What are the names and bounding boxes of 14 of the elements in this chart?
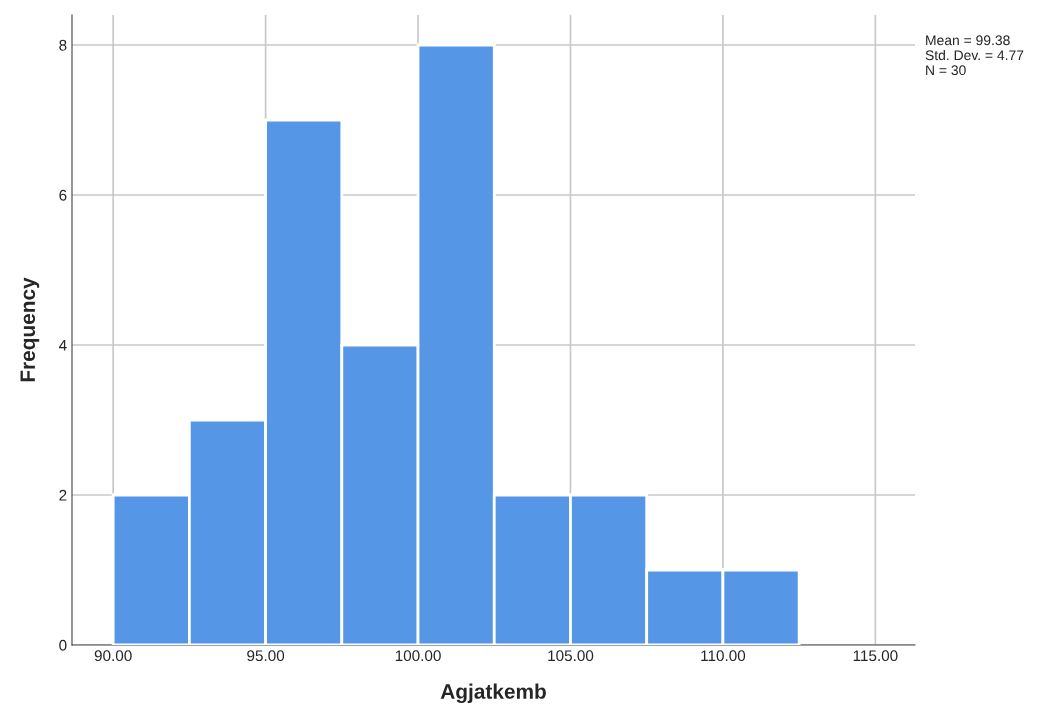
x-tick-label: 100.00 [395,650,441,662]
y-tick-label: 2 [59,489,67,501]
x-tick-label: 95.00 [247,650,285,662]
y-tick-label: 4 [58,340,67,351]
x-tick-label: 105.00 [548,650,594,662]
x-tick-label: 110.00 [701,650,746,662]
y-axis-title: Frequency [20,277,40,382]
y-tick-label: 0 [59,639,67,651]
x-tick-label: 90.00 [94,650,132,662]
y-tick-label: 8 [59,39,67,51]
y-tick-label: 6 [59,189,67,201]
x-axis-title: Agjatkemb [440,683,546,704]
x-tick-label: 115.00 [853,650,898,662]
text: Mean = 99.38 Std. Dev. = 4.77 N = 30 [925,35,1024,76]
